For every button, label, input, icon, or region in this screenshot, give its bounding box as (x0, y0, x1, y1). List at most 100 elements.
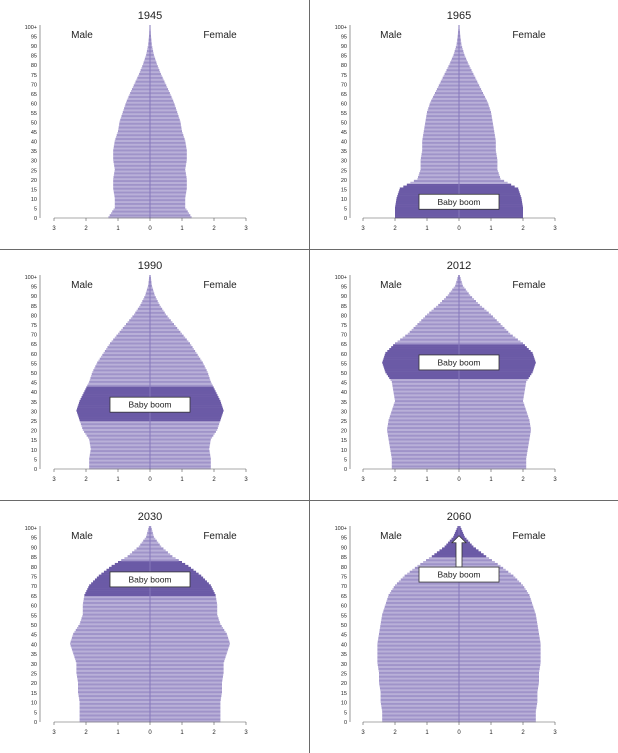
female-bar (459, 388, 525, 391)
female-bar (459, 718, 536, 721)
female-bar (150, 191, 187, 194)
y-tick-label: 85 (341, 555, 347, 561)
female-bar (459, 118, 493, 121)
male-bar (142, 65, 151, 68)
female-bar (459, 626, 539, 630)
y-tick-label: 85 (341, 54, 347, 60)
female-bar (150, 70, 161, 74)
baby-boom-label: Baby boom (438, 570, 481, 580)
female-bar (459, 103, 489, 106)
male-bar (399, 187, 459, 190)
male-bar (114, 170, 150, 173)
male-bar (147, 286, 151, 289)
female-bar (150, 116, 180, 119)
male-bar (388, 438, 459, 441)
male-bar (115, 137, 150, 140)
female-bar (459, 671, 539, 674)
male-bar (121, 328, 150, 332)
female-bar (459, 116, 492, 119)
female-bar (150, 340, 189, 343)
female-bar (459, 667, 540, 670)
female-bar (150, 120, 181, 123)
male-bar (431, 555, 459, 558)
female-bar (459, 330, 509, 333)
male-bar (417, 323, 459, 326)
male-bar (77, 413, 150, 416)
female-bar (459, 564, 501, 568)
female-bar (150, 109, 177, 112)
male-bar (391, 457, 459, 460)
male-bar (425, 120, 459, 123)
female-bar (150, 164, 186, 167)
male-bar (84, 593, 150, 597)
female-bar (459, 461, 527, 464)
female-bar (150, 170, 186, 173)
male-bar (421, 319, 459, 322)
female-bar (459, 277, 461, 280)
female-bar (459, 153, 497, 156)
male-bar (89, 467, 150, 470)
male-bar (134, 313, 150, 316)
male-bar (113, 191, 150, 194)
female-bar (459, 442, 529, 445)
y-tick-label: 50 (31, 371, 37, 377)
female-bar (459, 557, 490, 560)
female-bar (459, 38, 461, 41)
female-bar (150, 708, 221, 711)
male-bar (114, 195, 150, 198)
female-label: Female (203, 30, 237, 41)
male-bar (451, 57, 459, 60)
female-bar (459, 328, 507, 332)
y-tick-label: 65 (31, 92, 37, 98)
male-bar (123, 109, 150, 112)
male-bar (114, 206, 150, 209)
male-bar (79, 698, 150, 701)
female-bar (150, 526, 152, 529)
female-bar (459, 636, 540, 639)
female-bar (150, 698, 221, 701)
male-bar (420, 168, 459, 171)
female-bar (150, 348, 194, 351)
female-bar (150, 378, 211, 381)
female-bar (150, 132, 183, 135)
female-bar (459, 390, 525, 393)
female-bar (150, 422, 220, 426)
male-bar (116, 334, 150, 337)
male-bar (126, 323, 150, 326)
male-bar (78, 417, 150, 420)
female-bar (150, 609, 218, 612)
female-bar (459, 553, 484, 556)
male-bar (106, 348, 150, 351)
female-bar (459, 654, 541, 657)
female-bar (459, 374, 531, 378)
male-bar (146, 53, 150, 56)
male-bar (85, 592, 150, 595)
female-bar (150, 683, 222, 686)
female-bar (459, 325, 503, 328)
female-bar (150, 675, 223, 678)
male-bar (78, 694, 150, 698)
female-bar (459, 300, 476, 303)
y-tick-label: 75 (31, 323, 37, 329)
y-tick-label: 60 (31, 604, 37, 610)
male-bar (391, 467, 459, 470)
male-bar (387, 428, 459, 431)
baby-boom-label: Baby boom (438, 357, 481, 367)
female-bar (459, 112, 492, 116)
male-bar (424, 124, 459, 127)
male-bar (114, 166, 150, 169)
male-bar (146, 533, 151, 537)
male-bar (78, 685, 150, 688)
female-bar (150, 185, 187, 188)
male-bar (394, 397, 459, 401)
female-bar (150, 355, 199, 358)
male-bar (389, 348, 459, 351)
female-bar (150, 568, 194, 571)
female-bar (459, 191, 520, 194)
male-bar (132, 315, 150, 318)
x-tick-label: 3 (361, 477, 365, 483)
female-bar (150, 588, 213, 591)
female-bar (150, 153, 187, 156)
male-bar (380, 700, 459, 703)
male-bar (103, 351, 150, 355)
